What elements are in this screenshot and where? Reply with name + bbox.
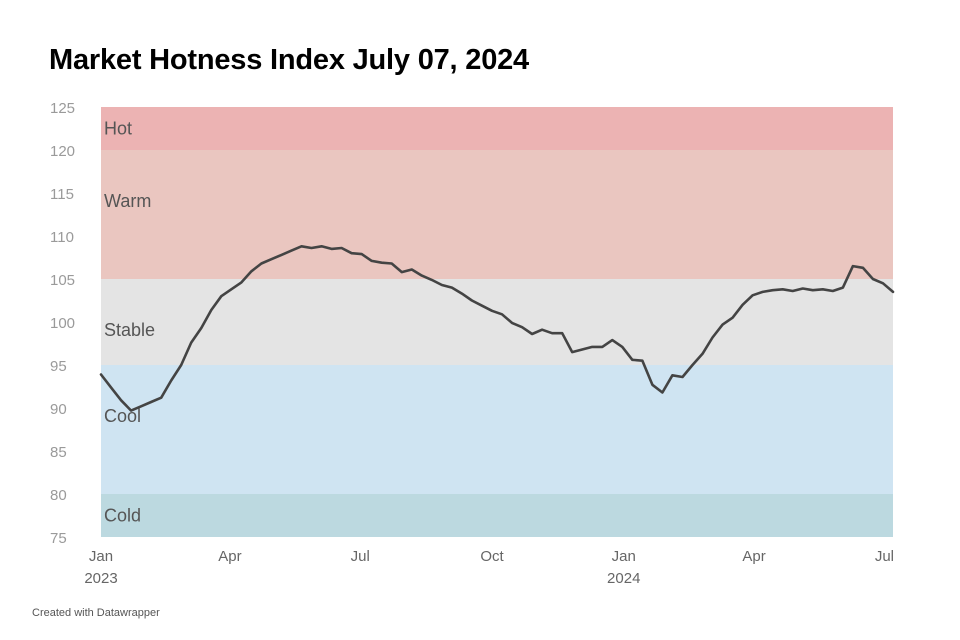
band-warm (101, 150, 893, 279)
chart-title: Market Hotness Index July 07, 2024 (49, 44, 529, 76)
y-tick-label: 120 (50, 143, 75, 160)
y-tick-label: 115 (50, 186, 74, 203)
band-label-cold: Cold (104, 506, 141, 526)
x-tick-sublabel: 2024 (607, 570, 640, 587)
series-line (99, 245, 895, 412)
x-tick-label: Jan (612, 548, 636, 565)
band-label-warm: Warm (104, 191, 151, 211)
x-axis: Jan 2023 Apr Jul Oct Jan 2024 Apr Jul (84, 548, 894, 587)
series-layer (99, 245, 895, 412)
y-tick-label: 100 (50, 315, 75, 332)
y-tick-label: 105 (50, 272, 75, 289)
band-cool (101, 365, 893, 494)
x-tick-label: Oct (480, 548, 504, 565)
band-label-stable: Stable (104, 320, 155, 340)
y-tick-label: 90 (50, 401, 67, 418)
y-tick-label: 125 (50, 100, 75, 117)
band-stable (101, 279, 893, 365)
band-hot (101, 107, 893, 150)
band-label-hot: Hot (104, 119, 132, 139)
y-tick-label: 80 (50, 487, 67, 504)
credit-footer: Created with Datawrapper (32, 607, 160, 619)
y-tick-label: 85 (50, 444, 67, 461)
x-tick-label: Jul (351, 548, 370, 565)
x-tick-label: Apr (218, 548, 241, 565)
x-tick-label: Jan (89, 548, 113, 565)
x-tick-label: Jul (875, 548, 894, 565)
band-layer (101, 107, 893, 537)
y-tick-label: 110 (50, 229, 74, 246)
band-cold (101, 494, 893, 537)
y-tick-label: 95 (50, 358, 67, 375)
y-tick-label: 75 (50, 530, 67, 547)
y-axis: 75 80 85 90 95 100 105 110 115 120 125 (50, 100, 75, 547)
x-tick-label: Apr (742, 548, 765, 565)
x-tick-sublabel: 2023 (84, 570, 117, 587)
